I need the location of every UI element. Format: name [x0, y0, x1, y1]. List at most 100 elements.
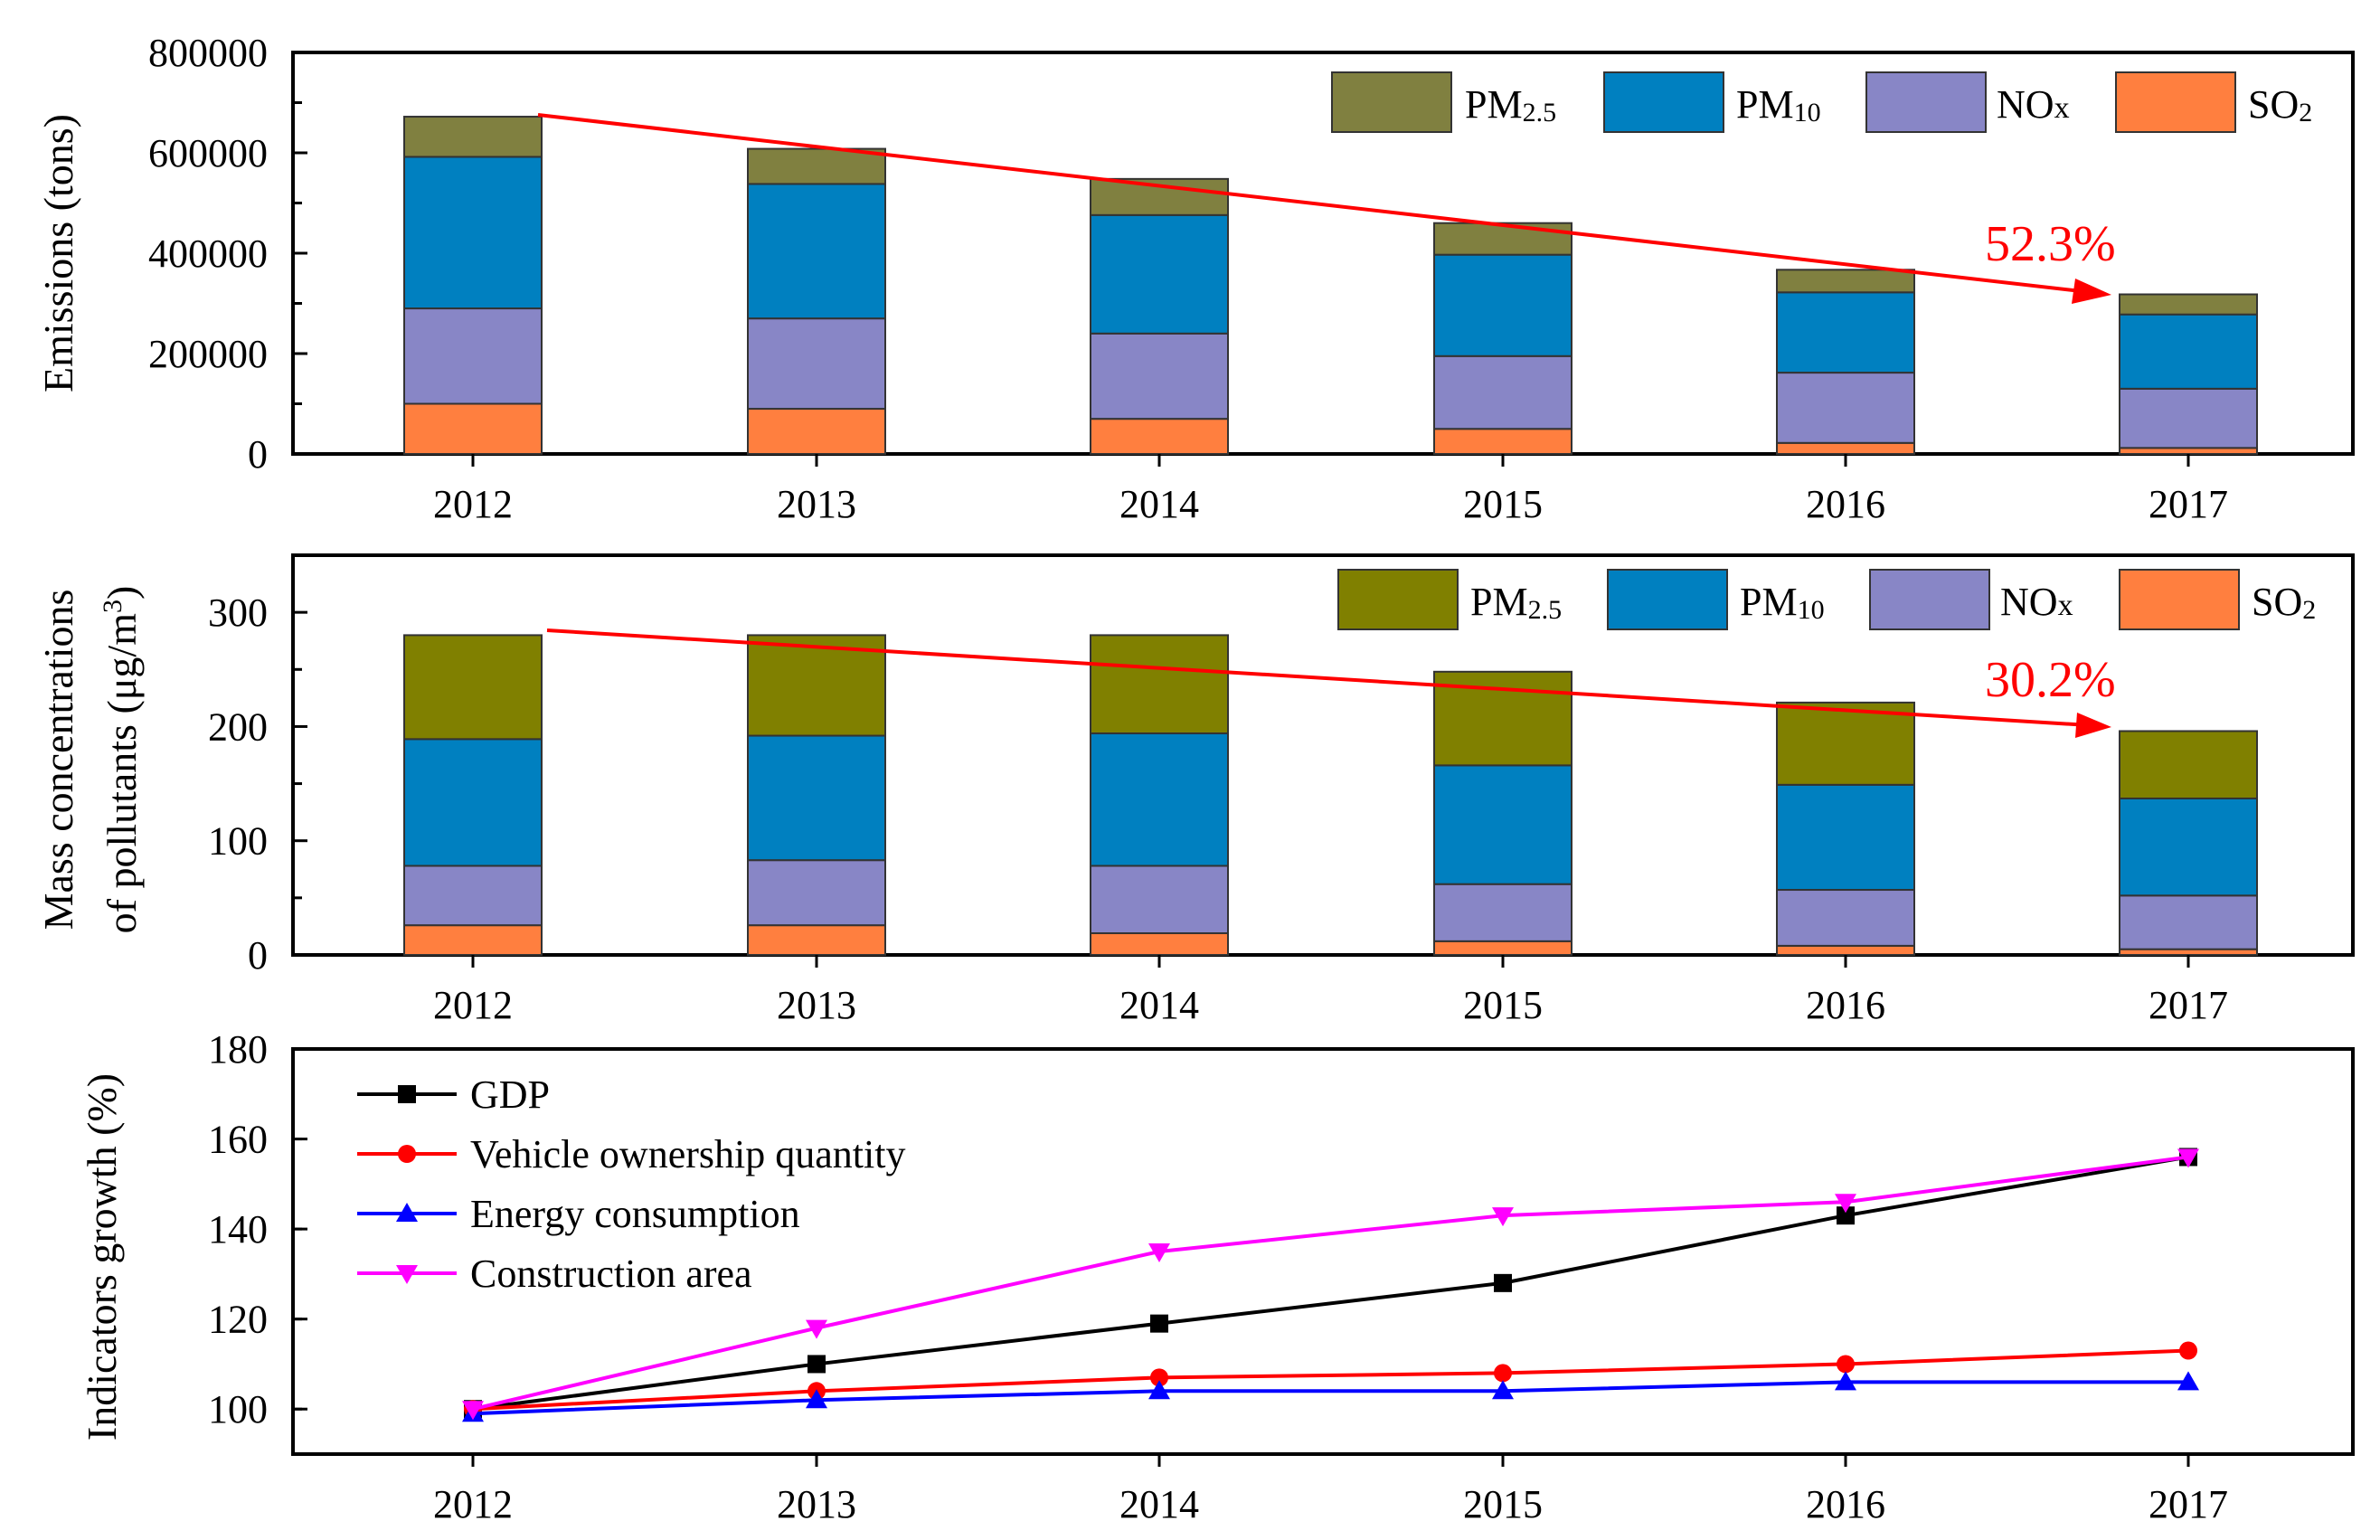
emissions-x-ticks: 2012 2013 2014 2015 2016 2017 [433, 454, 2228, 526]
legend-swatch-nox-conc [1869, 569, 1990, 630]
indicators-lines [462, 1148, 2199, 1422]
bar-SO2-2012 [403, 402, 543, 455]
bar-PM25-2015 [1433, 222, 1572, 256]
y-tick-label: 800000 [148, 31, 268, 75]
bar-SO2-2015 [1433, 428, 1572, 455]
legend-swatch-nox [1865, 71, 1987, 133]
concentration-y-axis-title-line1: Mass concentrations [35, 590, 81, 931]
y-tick-label: 100 [208, 819, 268, 864]
bar-NOx-2012 [403, 864, 543, 927]
legend-marker-3 [396, 1265, 418, 1284]
y-tick-label: 600000 [148, 131, 268, 175]
indicators-x-ticks: 2012 2013 2014 2015 2016 2017 [433, 1454, 2228, 1526]
bar-SO2-2016 [1776, 441, 1915, 456]
point-energy-consumption-2017 [2177, 1371, 2199, 1391]
bar-NOx-2014 [1090, 864, 1229, 935]
bar-PM10-2017 [2119, 797, 2258, 897]
emissions-legend: PM2.5 PM10 NOx SO2 [1331, 71, 2312, 133]
legend-label-so2: SO2 [2248, 82, 2312, 128]
bar-PM10-2016 [1776, 783, 1915, 892]
legend-marker-0 [398, 1085, 416, 1103]
point-gdp-2015 [1494, 1273, 1512, 1292]
legend-label-so2-conc: SO2 [2252, 580, 2316, 625]
y-tick-label: 0 [248, 432, 268, 477]
x-tick-label: 2014 [1119, 482, 1199, 526]
y-tick-label: 200 [208, 704, 268, 749]
x-tick-label: 2017 [2149, 983, 2228, 1027]
x-tick-label: 2017 [2149, 1482, 2228, 1526]
bar-PM10-2015 [1433, 253, 1572, 357]
x-tick-label: 2015 [1463, 983, 1543, 1027]
x-tick-label: 2015 [1463, 482, 1543, 526]
y-tick-label: 200000 [148, 332, 268, 376]
y-tick-label: 140 [208, 1207, 268, 1252]
legend-swatch-so2 [2115, 71, 2236, 133]
bar-NOx-2014 [1090, 332, 1229, 420]
legend-label-gdp: GDP [470, 1072, 550, 1117]
point-vehicle-ownership-quantity-2015 [1494, 1364, 1512, 1383]
legend-swatch-pm25-conc [1337, 569, 1459, 630]
concentration-panel: 0 100 200 300 2012 2013 2014 2015 2016 2017 Mass… [35, 553, 2355, 1027]
bar-PM25-2016 [1776, 269, 1915, 294]
bar-PM10-2014 [1090, 213, 1229, 335]
x-tick-label: 2012 [433, 482, 513, 526]
x-tick-label: 2017 [2149, 482, 2228, 526]
concentration-y-axis-title-line2: of pollutants (μg/m3) [98, 586, 145, 934]
y-tick-label: 180 [208, 1027, 268, 1072]
bar-PM10-2012 [403, 738, 543, 867]
bar-NOx-2015 [1433, 354, 1572, 430]
point-gdp-2013 [808, 1355, 826, 1374]
x-tick-label: 2016 [1806, 482, 1885, 526]
legend-marker-1 [398, 1145, 416, 1163]
concentration-legend: PM2.5 PM10 NOx SO2 [1337, 569, 2316, 630]
point-vehicle-ownership-quantity-2016 [1837, 1355, 1855, 1374]
bar-PM10-2013 [747, 183, 886, 320]
line-vehicle-ownership-quantity [472, 1348, 2189, 1412]
point-construction-area-2015 [1492, 1207, 1514, 1227]
legend-label-pm10-conc: PM10 [1740, 580, 1825, 625]
bar-PM10-2014 [1090, 732, 1229, 867]
concentration-trend-arrowhead [2075, 713, 2111, 738]
y-tick-label: 100 [208, 1387, 268, 1431]
emissions-trend-arrow [537, 113, 2090, 294]
bar-NOx-2015 [1433, 883, 1572, 942]
bar-NOx-2016 [1776, 372, 1915, 444]
bar-SO2-2013 [747, 924, 886, 956]
point-gdp-2014 [1150, 1314, 1168, 1333]
emissions-trend-arrowhead [2072, 279, 2111, 304]
point-energy-consumption-2013 [806, 1389, 827, 1409]
bar-PM25-2013 [747, 147, 886, 185]
bar-PM10-2015 [1433, 764, 1572, 885]
point-vehicle-ownership-quantity-2014 [1150, 1368, 1168, 1387]
x-tick-label: 2015 [1463, 1482, 1543, 1526]
concentration-reduction-label: 30.2% [1985, 652, 2116, 708]
y-tick-label: 160 [208, 1118, 268, 1162]
concentration-plot-frame [291, 553, 2355, 957]
x-tick-label: 2012 [433, 983, 513, 1027]
emissions-reduction-label: 52.3% [1985, 216, 2116, 272]
point-energy-consumption-2015 [1492, 1380, 1514, 1400]
bar-NOx-2016 [1776, 889, 1915, 947]
legend-marker-2 [396, 1203, 418, 1222]
bar-NOx-2017 [2119, 894, 2258, 950]
bar-PM10-2017 [2119, 313, 2258, 390]
bar-SO2-2016 [1776, 944, 1915, 956]
legend-swatch-pm25 [1331, 71, 1452, 133]
legend-label-vehicle-ownership-quantity: Vehicle ownership quantity [470, 1132, 905, 1176]
bar-PM25-2017 [2119, 730, 2258, 799]
legend-label-energy-consumption: Energy consumption [470, 1192, 800, 1236]
x-tick-label: 2013 [777, 482, 856, 526]
point-energy-consumption-2016 [1835, 1371, 1856, 1391]
point-construction-area-2017 [2177, 1148, 2199, 1168]
x-tick-label: 2013 [777, 1482, 856, 1526]
legend-label-pm25-conc: PM2.5 [1470, 580, 1562, 625]
line-construction-area [472, 1155, 2189, 1412]
line-gdp [472, 1155, 2189, 1412]
bar-PM25-2012 [403, 634, 543, 741]
bar-NOx-2013 [747, 859, 886, 927]
point-energy-consumption-2014 [1148, 1380, 1170, 1400]
bar-PM10-2016 [1776, 291, 1915, 374]
emissions-bars [403, 116, 2258, 456]
